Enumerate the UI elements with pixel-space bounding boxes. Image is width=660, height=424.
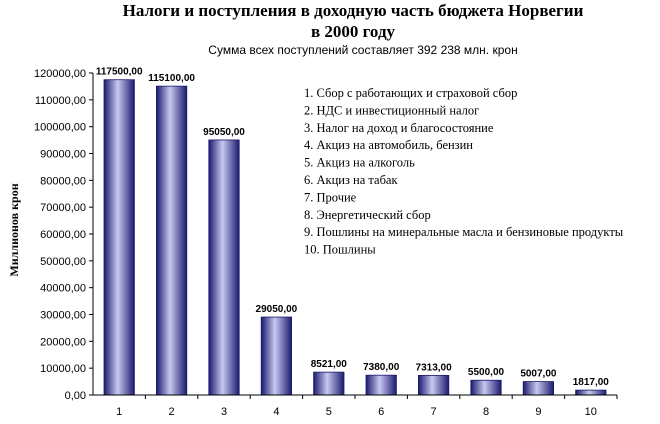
data-label-10: 1817,00 <box>573 377 610 388</box>
legend-item-9: 9. Пошлины на минеральные масла и бензин… <box>304 225 624 239</box>
y-tick-label: 90000,00 <box>40 149 86 161</box>
bars <box>103 79 607 396</box>
legend-item-1: 1. Сбор с работающих и страховой сбор <box>304 86 517 100</box>
y-tick-label: 20000,00 <box>40 336 86 348</box>
data-label-9: 5007,00 <box>520 369 557 380</box>
bar-9 <box>522 381 554 396</box>
legend-item-2: 2. НДС и инвестиционный налог <box>304 103 479 117</box>
x-tick-label-7: 7 <box>431 406 437 418</box>
legend-item-6: 6. Акциз на табак <box>304 173 398 187</box>
y-tick-label: 50000,00 <box>40 256 86 268</box>
bar-1 <box>103 79 135 396</box>
data-label-3: 95050,00 <box>203 127 245 138</box>
legend-item-5: 5. Акциз на алкоголь <box>304 156 415 170</box>
bar-8 <box>470 379 502 396</box>
data-label-1: 117500,00 <box>96 67 143 78</box>
data-label-6: 7380,00 <box>363 362 400 373</box>
data-label-8: 5500,00 <box>468 367 505 378</box>
bar-6 <box>365 374 397 396</box>
y-tick-label: 10000,00 <box>40 363 86 375</box>
bar-7 <box>418 374 450 396</box>
y-tick-label: 0,00 <box>65 390 86 402</box>
x-tick-label-4: 4 <box>273 406 279 418</box>
data-label-2: 115100,00 <box>148 73 195 84</box>
x-tick-label-2: 2 <box>169 406 175 418</box>
y-tick-label: 40000,00 <box>40 283 86 295</box>
bar-2 <box>156 85 188 396</box>
y-tick-label: 60000,00 <box>40 229 86 241</box>
x-axis-ticks: 1 2 3 4 5 6 7 8 9 10 <box>116 395 618 418</box>
x-tick-label-6: 6 <box>378 406 384 418</box>
x-tick-label-8: 8 <box>483 406 489 418</box>
y-tick-label: 100000,00 <box>34 122 86 134</box>
x-tick-label-5: 5 <box>326 406 332 418</box>
data-labels: 117500,00 115100,00 95050,00 29050,00 8521,0… <box>96 67 609 388</box>
data-label-7: 7313,00 <box>416 362 453 373</box>
x-tick-label-9: 9 <box>535 406 541 418</box>
legend-item-4: 4. Акциз на автомобиль, бензин <box>304 138 473 152</box>
y-tick-label: 120000,00 <box>34 68 86 80</box>
legend-item-10: 10. Пошлины <box>304 243 376 257</box>
data-label-5: 8521,00 <box>311 359 348 370</box>
chart-subtitle: Сумма всех поступлений составляет 392 23… <box>208 43 517 57</box>
x-tick-label-10: 10 <box>585 406 597 418</box>
x-tick-label-3: 3 <box>221 406 227 418</box>
chart-title-line-2: в 2000 году <box>311 22 396 41</box>
legend: 1. Сбор с работающих и страховой сбор 2. … <box>304 86 624 257</box>
bar-5 <box>313 371 345 396</box>
data-label-4: 29050,00 <box>256 304 298 315</box>
y-axis-ticks: 0,00 10000,00 20000,00 30000,00 40000,00 5000… <box>34 68 93 402</box>
y-axis-label: Миллионов крон <box>7 183 21 276</box>
y-tick-label: 110000,00 <box>35 95 86 107</box>
bar-3 <box>208 139 240 396</box>
chart-title-line-1: Налоги и поступления в доходную часть бю… <box>123 1 584 20</box>
bar-4 <box>260 316 292 396</box>
legend-item-3: 3. Налог на доход и благосостояние <box>304 121 494 135</box>
bar-10 <box>575 389 607 396</box>
y-tick-label: 80000,00 <box>40 175 86 187</box>
x-tick-label-1: 1 <box>116 406 122 418</box>
y-tick-label: 30000,00 <box>40 310 86 322</box>
legend-item-8: 8. Энергетический сбор <box>304 208 431 222</box>
y-tick-label: 70000,00 <box>40 202 86 214</box>
legend-item-7: 7. Прочие <box>304 190 357 204</box>
